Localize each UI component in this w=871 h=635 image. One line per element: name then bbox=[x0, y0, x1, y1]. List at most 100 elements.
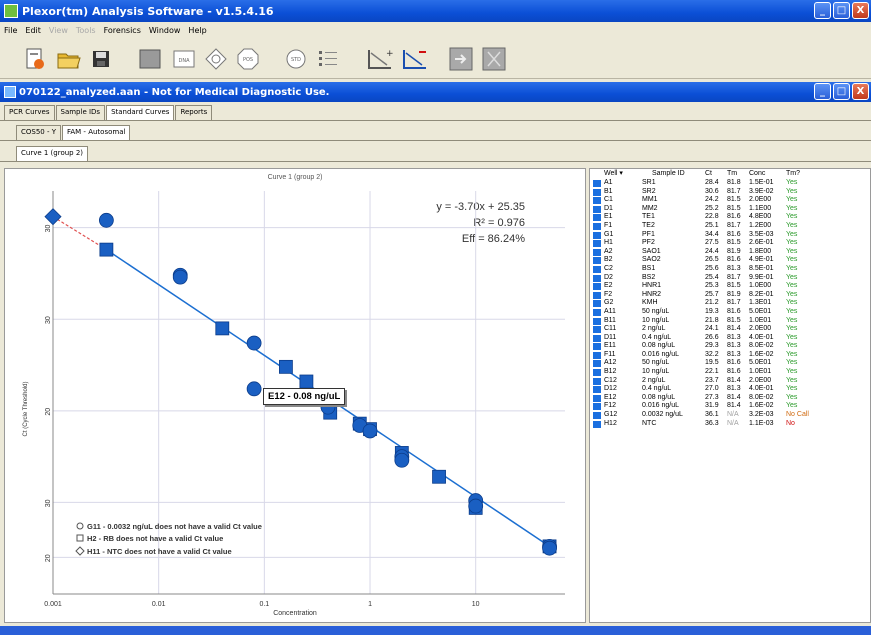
well-color-swatch[interactable] bbox=[593, 222, 601, 230]
table-row[interactable]: F2 HNR2 25.7 81.9 8.2E-01 Yes bbox=[590, 291, 871, 300]
new-analysis-icon[interactable] bbox=[22, 45, 48, 73]
table-row[interactable]: G1 PF1 34.4 81.6 3.5E-03 Yes bbox=[590, 231, 871, 240]
tab-fam-autosomal[interactable]: FAM - Autosomal bbox=[62, 125, 131, 140]
col-conc[interactable]: Conc bbox=[749, 170, 766, 177]
tab-cos50[interactable]: COS50 - Y bbox=[16, 125, 61, 140]
well-color-swatch[interactable] bbox=[593, 291, 601, 299]
print-preview-icon[interactable] bbox=[481, 45, 507, 73]
tab-reports[interactable]: Reports bbox=[175, 105, 213, 120]
well-color-swatch[interactable] bbox=[593, 274, 601, 282]
well-color-swatch[interactable] bbox=[593, 334, 601, 342]
table-row[interactable]: H12 NTC 36.3 N/A 1.1E-03 No bbox=[590, 420, 871, 429]
table-row[interactable]: C2 BS1 25.6 81.3 8.5E-01 Yes bbox=[590, 265, 871, 274]
table-row[interactable]: B12 10 ng/uL 22.1 81.6 1.0E01 Yes bbox=[590, 368, 871, 377]
table-row[interactable]: A12 50 ng/uL 19.5 81.6 5.0E01 Yes bbox=[590, 359, 871, 368]
well-color-swatch[interactable] bbox=[593, 231, 601, 239]
well-color-swatch[interactable] bbox=[593, 377, 601, 385]
doc-close-button[interactable]: X bbox=[852, 83, 869, 100]
well-color-swatch[interactable] bbox=[593, 197, 601, 205]
sample-list-icon[interactable] bbox=[316, 45, 342, 73]
minimize-button[interactable]: _ bbox=[814, 2, 831, 19]
table-row[interactable]: E2 HNR1 25.3 81.5 1.0E00 Yes bbox=[590, 282, 871, 291]
remove-curve-icon[interactable] bbox=[400, 45, 430, 73]
export-icon[interactable] bbox=[448, 45, 474, 73]
table-row[interactable]: E12 0.08 ng/uL 27.3 81.4 8.0E-02 Yes bbox=[590, 394, 871, 403]
table-row[interactable]: D11 0.4 ng/uL 26.6 81.3 4.0E-01 Yes bbox=[590, 334, 871, 343]
menu-forensics[interactable]: Forensics bbox=[103, 26, 141, 35]
standard-icon[interactable]: STD bbox=[284, 45, 308, 73]
col-sample-id[interactable]: Sample ID bbox=[652, 170, 685, 177]
target-icon[interactable] bbox=[204, 45, 228, 73]
table-row[interactable]: D1 MM2 25.2 81.5 1.1E00 Yes bbox=[590, 205, 871, 214]
well-color-swatch[interactable] bbox=[593, 360, 601, 368]
table-row[interactable]: B2 SAO2 26.5 81.6 4.9E-01 Yes bbox=[590, 256, 871, 265]
table-row[interactable]: C11 2 ng/uL 24.1 81.4 2.0E00 Yes bbox=[590, 325, 871, 334]
well-color-swatch[interactable] bbox=[593, 351, 601, 359]
chart-canvas[interactable]: Curve 1 (group 2) y = -3.70x + 25.35 R² … bbox=[5, 169, 585, 622]
table-row[interactable]: G12 0.0032 ng/uL 36.1 N/A 3.2E-03 No Call bbox=[590, 411, 871, 420]
add-curve-icon[interactable]: + bbox=[365, 45, 395, 73]
menu-edit[interactable]: Edit bbox=[25, 26, 41, 35]
menu-help[interactable]: Help bbox=[188, 26, 207, 35]
col-ct[interactable]: Ct bbox=[705, 170, 712, 177]
col-tm-call[interactable]: Tm? bbox=[786, 170, 800, 177]
col-tm[interactable]: Tm bbox=[727, 170, 738, 177]
table-row[interactable]: G2 KMH 21.2 81.7 1.3E01 Yes bbox=[590, 299, 871, 308]
standard-curve-chart[interactable]: Curve 1 (group 2) y = -3.70x + 25.35 R² … bbox=[4, 168, 586, 623]
table-row[interactable]: F12 0.016 ng/uL 31.9 81.4 1.6E-02 Yes bbox=[590, 402, 871, 411]
grid-view-icon[interactable] bbox=[137, 45, 163, 73]
menu-tools[interactable]: Tools bbox=[75, 26, 96, 35]
menu-view[interactable]: View bbox=[48, 26, 68, 35]
well-color-swatch[interactable] bbox=[593, 420, 601, 428]
document-titlebar[interactable]: 070122_analyzed.aan - Not for Medical Di… bbox=[0, 82, 871, 102]
well-color-swatch[interactable] bbox=[593, 343, 601, 351]
table-row[interactable]: F11 0.016 ng/uL 32.2 81.3 1.6E-02 Yes bbox=[590, 351, 871, 360]
close-button[interactable]: X bbox=[852, 2, 869, 19]
app-titlebar[interactable]: Plexor(tm) Analysis Software - v1.5.4.16… bbox=[0, 0, 871, 22]
well-color-swatch[interactable] bbox=[593, 265, 601, 273]
menu-file[interactable]: File bbox=[4, 26, 18, 35]
well-color-swatch[interactable] bbox=[593, 257, 601, 265]
save-icon[interactable] bbox=[90, 45, 112, 73]
tab-curve-1[interactable]: Curve 1 (group 2) bbox=[16, 146, 89, 161]
well-color-swatch[interactable] bbox=[593, 412, 601, 420]
table-row[interactable]: A11 50 ng/uL 19.3 81.6 5.0E01 Yes bbox=[590, 308, 871, 317]
col-well[interactable]: Well ▾ bbox=[604, 170, 623, 177]
menu-window[interactable]: Window bbox=[148, 26, 181, 35]
table-row[interactable]: E1 TE1 22.8 81.6 4.8E00 Yes bbox=[590, 213, 871, 222]
well-color-swatch[interactable] bbox=[593, 317, 601, 325]
table-row[interactable]: H1 PF2 27.5 81.5 2.6E-01 Yes bbox=[590, 239, 871, 248]
table-row[interactable]: D2 BS2 25.4 81.7 9.9E-01 Yes bbox=[590, 274, 871, 283]
well-color-swatch[interactable] bbox=[593, 248, 601, 256]
pos-control-icon[interactable]: POS bbox=[236, 45, 260, 73]
table-row[interactable]: A1 SR1 28.4 81.8 1.5E-01 Yes bbox=[590, 179, 871, 188]
well-color-swatch[interactable] bbox=[593, 403, 601, 411]
well-color-swatch[interactable] bbox=[593, 240, 601, 248]
well-color-swatch[interactable] bbox=[593, 205, 601, 213]
open-folder-icon[interactable] bbox=[55, 45, 83, 73]
tab-sample-ids[interactable]: Sample IDs bbox=[55, 105, 106, 120]
well-color-swatch[interactable] bbox=[593, 180, 601, 187]
tab-standard-curves[interactable]: Standard Curves bbox=[106, 105, 175, 120]
table-row[interactable]: E11 0.08 ng/uL 29.3 81.3 8.0E-02 Yes bbox=[590, 342, 871, 351]
doc-minimize-button[interactable]: _ bbox=[814, 83, 831, 100]
tab-pcr-curves[interactable]: PCR Curves bbox=[4, 105, 55, 120]
table-row[interactable]: B1 SR2 30.6 81.7 3.9E-02 Yes bbox=[590, 188, 871, 197]
well-color-swatch[interactable] bbox=[593, 369, 601, 377]
well-color-swatch[interactable] bbox=[593, 283, 601, 291]
table-row[interactable]: F1 TE2 25.1 81.7 1.2E00 Yes bbox=[590, 222, 871, 231]
doc-maximize-button[interactable]: □ bbox=[833, 83, 850, 100]
well-color-swatch[interactable] bbox=[593, 214, 601, 222]
well-color-swatch[interactable] bbox=[593, 394, 601, 402]
table-row[interactable]: B11 10 ng/uL 21.8 81.5 1.0E01 Yes bbox=[590, 317, 871, 326]
maximize-button[interactable]: □ bbox=[833, 2, 850, 19]
well-color-swatch[interactable] bbox=[593, 326, 601, 334]
table-row[interactable]: C1 MM1 24.2 81.5 2.0E00 Yes bbox=[590, 196, 871, 205]
well-color-swatch[interactable] bbox=[593, 386, 601, 394]
table-row[interactable]: D12 0.4 ng/uL 27.0 81.3 4.0E-01 Yes bbox=[590, 385, 871, 394]
dna-icon[interactable]: DNA bbox=[172, 45, 196, 73]
well-color-swatch[interactable] bbox=[593, 308, 601, 316]
well-color-swatch[interactable] bbox=[593, 188, 601, 196]
table-row[interactable]: A2 SAO1 24.4 81.9 1.8E00 Yes bbox=[590, 248, 871, 257]
table-row[interactable]: C12 2 ng/uL 23.7 81.4 2.0E00 Yes bbox=[590, 377, 871, 386]
